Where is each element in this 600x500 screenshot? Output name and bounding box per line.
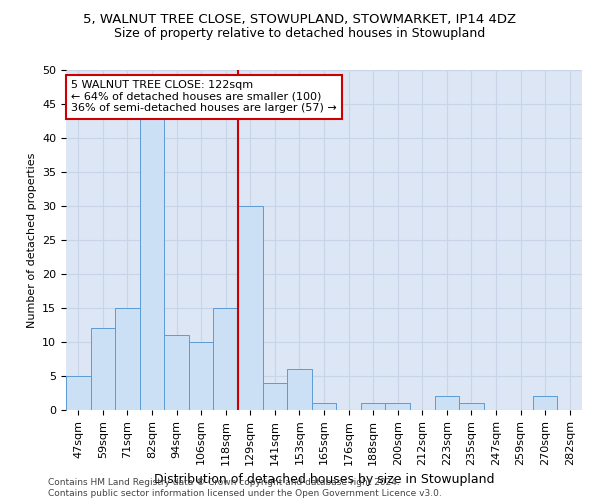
Y-axis label: Number of detached properties: Number of detached properties [26, 152, 37, 328]
Text: Size of property relative to detached houses in Stowupland: Size of property relative to detached ho… [115, 28, 485, 40]
Bar [189, 342, 214, 410]
Bar [533, 396, 557, 410]
Bar [312, 403, 336, 410]
Text: 5 WALNUT TREE CLOSE: 122sqm
← 64% of detached houses are smaller (100)
36% of se: 5 WALNUT TREE CLOSE: 122sqm ← 64% of det… [71, 80, 337, 114]
Text: Contains HM Land Registry data © Crown copyright and database right 2024.
Contai: Contains HM Land Registry data © Crown c… [48, 478, 442, 498]
Bar [66, 376, 91, 410]
Bar [238, 206, 263, 410]
Bar [214, 308, 238, 410]
Bar [164, 335, 189, 410]
Bar [287, 369, 312, 410]
Bar [361, 403, 385, 410]
Bar [434, 396, 459, 410]
X-axis label: Distribution of detached houses by size in Stowupland: Distribution of detached houses by size … [154, 473, 494, 486]
Bar [385, 403, 410, 410]
Text: 5, WALNUT TREE CLOSE, STOWUPLAND, STOWMARKET, IP14 4DZ: 5, WALNUT TREE CLOSE, STOWUPLAND, STOWMA… [83, 12, 517, 26]
Bar [91, 328, 115, 410]
Bar [263, 383, 287, 410]
Bar [115, 308, 140, 410]
Bar [459, 403, 484, 410]
Bar [140, 118, 164, 410]
